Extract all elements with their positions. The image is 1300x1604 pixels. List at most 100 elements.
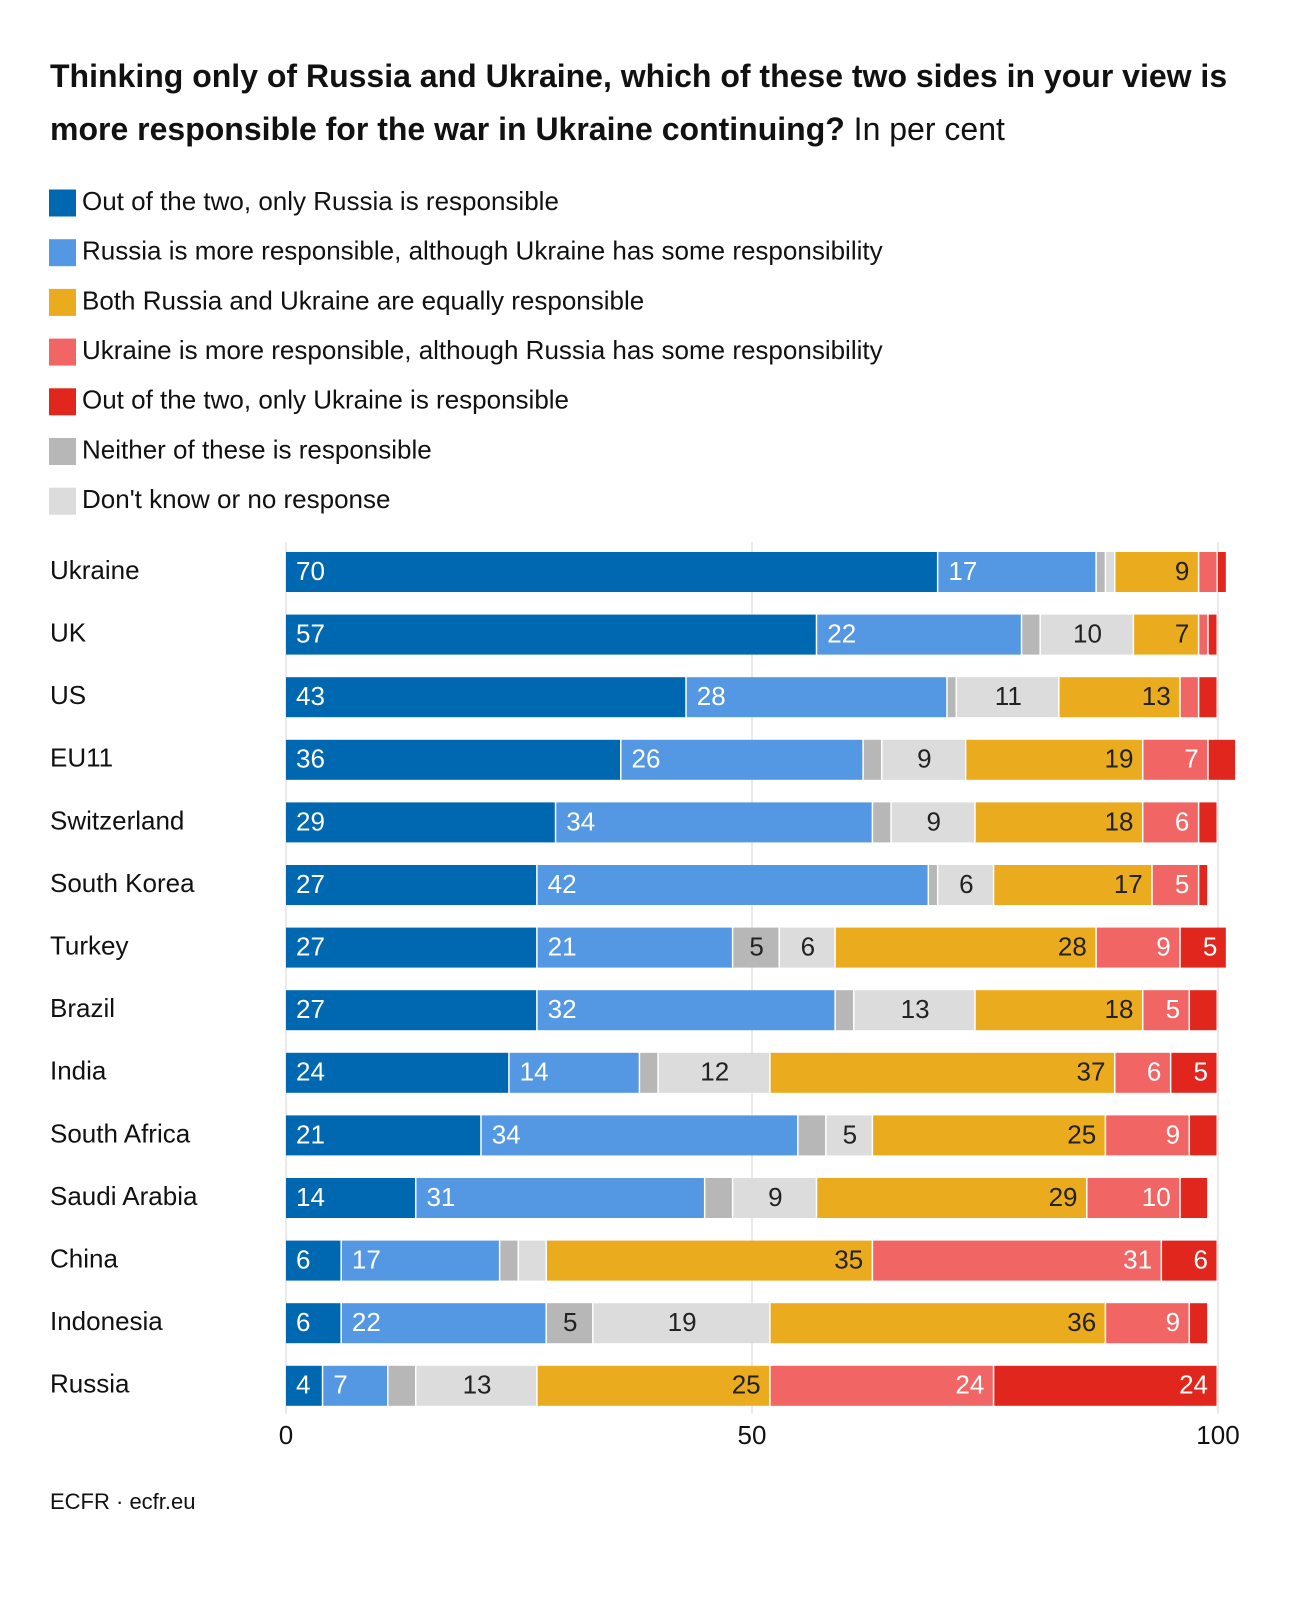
y-tick-label: Ukraine (50, 555, 140, 585)
bar-segment (556, 802, 872, 843)
y-tick-label: Saudi Arabia (50, 1181, 198, 1211)
bar-segment (286, 1115, 481, 1156)
value-label: 57 (296, 618, 325, 648)
value-label: 7 (1175, 618, 1189, 648)
value-label: 34 (566, 806, 595, 836)
value-label: 32 (548, 994, 577, 1024)
bar-segment (537, 865, 928, 905)
bar-segment (1143, 739, 1208, 780)
bar-segment (286, 865, 537, 905)
legend-label: Ukraine is more responsible, although Ru… (82, 335, 883, 365)
value-label: 6 (959, 869, 973, 899)
y-tick-label: EU11 (50, 743, 113, 773)
value-label: 9 (1166, 1119, 1180, 1149)
bar-segment (994, 865, 1152, 905)
value-label: 6 (1147, 1057, 1161, 1087)
bar-segment (854, 990, 975, 1031)
value-label: 10 (1073, 618, 1102, 648)
value-label: 13 (901, 994, 930, 1024)
value-label: 5 (749, 931, 763, 961)
bar-segment (966, 739, 1142, 780)
y-tick-label: Indonesia (50, 1306, 163, 1336)
y-tick-label: Russia (50, 1369, 130, 1399)
bar-segment (770, 1303, 1105, 1344)
bar-segment (891, 802, 975, 843)
bar-segment (537, 990, 835, 1031)
x-tick-label: 0 (279, 1420, 293, 1450)
value-label: 21 (296, 1119, 325, 1149)
legend-swatch (49, 438, 76, 465)
bar-segment (882, 739, 965, 780)
value-label: 70 (296, 556, 325, 586)
value-label: 6 (296, 1244, 310, 1274)
y-tick-label: UK (50, 617, 87, 647)
bar-segment (286, 739, 621, 780)
bar-segment (323, 1365, 388, 1406)
bar-segment (1087, 1178, 1180, 1218)
bar-segment (863, 739, 881, 780)
value-label: 29 (1049, 1182, 1078, 1212)
legend-label: Russia is more responsible, although Ukr… (82, 236, 883, 266)
bar-segment (1199, 614, 1208, 655)
y-tick-label: India (50, 1056, 107, 1086)
value-label: 24 (296, 1057, 325, 1087)
value-label: 35 (834, 1244, 863, 1274)
legend-label: Don't know or no response (82, 484, 390, 514)
bar-segment (1190, 1115, 1217, 1156)
bar-segment (1199, 802, 1217, 843)
value-label: 26 (632, 744, 661, 774)
bar-segment (733, 927, 779, 968)
value-label: 17 (352, 1244, 381, 1274)
value-label: 34 (492, 1119, 521, 1149)
value-label: 5 (1194, 1057, 1208, 1087)
bar-segment (286, 614, 816, 655)
value-label: 9 (1156, 931, 1170, 961)
bar-segment (1199, 552, 1217, 592)
bar-segment (1115, 552, 1198, 592)
bar-segment (286, 802, 555, 843)
bar-segment (286, 552, 937, 592)
value-label: 24 (1179, 1370, 1208, 1400)
bar-segment (1208, 614, 1217, 655)
value-label: 42 (548, 869, 577, 899)
y-tick-label: South Korea (50, 868, 195, 898)
bar-segment (835, 927, 1096, 968)
legend-swatch (49, 487, 76, 515)
bar-segment (938, 552, 1096, 592)
bar-segment (686, 677, 947, 718)
bar-segment (957, 677, 1059, 718)
value-label: 19 (668, 1307, 697, 1337)
value-label: 27 (296, 931, 325, 961)
bar-segment (658, 1052, 770, 1093)
legend-label: Neither of these is responsible (82, 434, 432, 464)
value-label: 27 (296, 994, 325, 1024)
bar-segment (1096, 927, 1180, 968)
bar-segment (1180, 927, 1226, 968)
bar-segment (286, 1052, 509, 1093)
bar-segment (546, 1303, 593, 1344)
value-label: 37 (1077, 1057, 1106, 1087)
value-label: 13 (1142, 681, 1171, 711)
bar-segment (826, 1115, 872, 1156)
bar-segment (640, 1052, 658, 1093)
bar-segment (519, 1240, 546, 1281)
bar-segment (286, 990, 537, 1031)
value-label: 28 (1058, 931, 1087, 961)
bar-segment (509, 1052, 639, 1093)
value-label: 12 (700, 1057, 729, 1087)
bar-segment (416, 1178, 704, 1218)
value-label: 11 (995, 681, 1022, 711)
bar-segment (1199, 677, 1217, 718)
value-label: 17 (948, 556, 977, 586)
bar-segment (873, 802, 891, 843)
bar-segment (1134, 614, 1198, 655)
value-label: 31 (1123, 1244, 1152, 1274)
value-label: 6 (1194, 1244, 1208, 1274)
bar-segment (537, 1365, 770, 1406)
bar-segment (481, 1115, 798, 1156)
bar-segment (1096, 552, 1105, 592)
bar-segment (1171, 1052, 1217, 1093)
bar-segment (1152, 865, 1198, 905)
bar-segment (286, 1240, 341, 1281)
